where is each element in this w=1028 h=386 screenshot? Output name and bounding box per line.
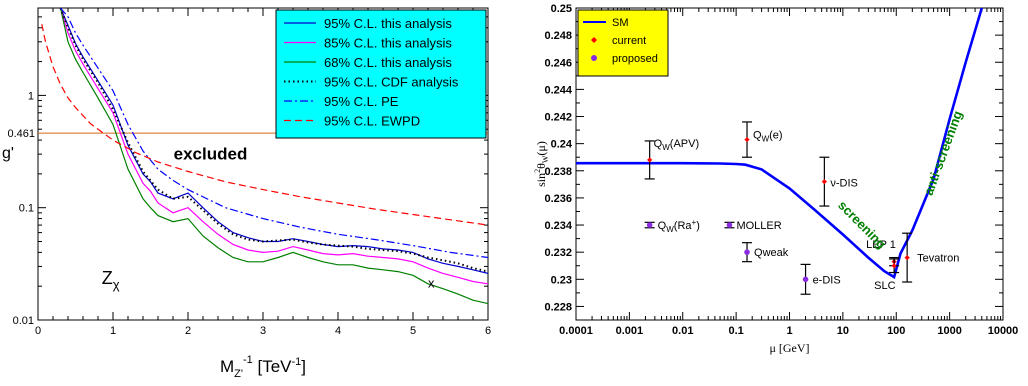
x-tick-label: 5 [410,325,416,337]
y-tick-label: 0.236 [544,193,572,205]
legend-label: current [612,35,646,47]
data-point [646,222,653,228]
y-tick-label: 0.25 [551,3,572,15]
legend-label: 95% C.L. PE [324,94,399,109]
legend-label: 68% C.L. this analysis [324,55,452,70]
x-tick-label: 0.001 [616,325,644,337]
legend-label: 95% C.L. CDF analysis [324,75,459,90]
y-axis-title: g' [2,145,14,162]
point-label: Qweak [754,247,789,259]
y-tick-label: 0.232 [544,247,572,259]
point-label: SLC [874,280,895,292]
annotation-z-chi: Zχ [102,268,120,292]
x-tick-label: 1 [786,325,792,337]
x-tick-label: 0.1 [728,325,743,337]
x-tick-label: 1000 [937,325,961,337]
point-label: e-DIS [813,274,841,286]
data-point [647,157,653,163]
point-label: Tevatron [917,253,959,265]
series-line [59,8,488,273]
annotation-excluded: excluded [174,144,248,163]
y-tick-label: 0.248 [544,30,572,42]
series-line [41,24,488,226]
x-tick-label: 100 [887,325,905,337]
x-tick-label: 2 [185,325,191,337]
x-tick-label: 10000 [988,325,1019,337]
y-tick-label: 0.23 [551,274,572,286]
legend-label: 95% C.L. EWPD [324,114,420,129]
data-point [726,222,733,228]
point-label: QW(e) [753,130,783,144]
x-axis-title: MZ'-1 [TeV-1] [220,354,306,380]
data-point [891,263,897,269]
series-line [59,8,488,274]
x-tick-label: 0.0001 [559,325,593,337]
sm-curve [576,8,984,280]
y-tick-label: 0.238 [544,166,572,178]
data-point [821,179,827,185]
annotation-x: x [428,275,435,290]
x-tick-label: 4 [335,325,341,337]
y-tick-label: 1 [28,90,34,102]
y-tick-label: 0.246 [544,57,572,69]
legend-box [275,9,487,139]
x-tick-label: 10 [837,325,849,337]
x-tick-label: 0 [35,325,41,337]
legend-label: proposed [612,53,658,65]
data-point [744,249,750,255]
y-tick-label: 0.228 [544,301,572,313]
reference-line-label: 0.461 [7,128,35,140]
x-tick-label: 0.01 [672,325,693,337]
series-line [59,8,488,285]
legend-swatch [591,55,597,61]
series-group [41,8,488,305]
y-tick-label: 0.1 [19,203,34,215]
point-label: ν-DIS [830,178,858,190]
y-tick-label: 0.01 [13,315,34,327]
legend-label: SM [612,17,629,29]
data-point [744,136,750,143]
y-tick-label: 0.242 [544,112,572,124]
y-tick-label: 0.244 [544,84,572,96]
x-tick-label: 6 [485,325,491,337]
data-point [904,255,910,261]
x-tick-label: 3 [260,325,266,337]
series-group [576,8,984,295]
x-axis-title: μ [GeV] [769,341,809,355]
legend-label: 95% C.L. this analysis [324,16,452,31]
point-label: QW(APV) [654,138,699,152]
point-label: QW(Ra+) [658,218,700,234]
y-axis-title: sin2θW(μ) [533,141,550,187]
left-chart: 0 1 2 3 4 5 6 0.01 0.1 1 0.461 excluded Zχ x 95% C.L. … [2,7,491,380]
series-line [59,8,488,305]
point-label: LEP 1 [866,239,896,251]
x-tick-label: 1 [110,325,116,337]
series-line [60,8,488,259]
legend-label: 85% C.L. this analysis [324,36,452,51]
y-tick-label: 0.24 [551,139,573,151]
legend-swatch [591,37,597,43]
y-tick-label: 0.234 [544,220,572,232]
point-label: MOLLER [736,220,781,232]
data-point [802,276,809,283]
right-chart: 0.0001 0.001 0.01 0.1 1 10 100 1000 10000 0.228 0.… [533,3,1018,355]
